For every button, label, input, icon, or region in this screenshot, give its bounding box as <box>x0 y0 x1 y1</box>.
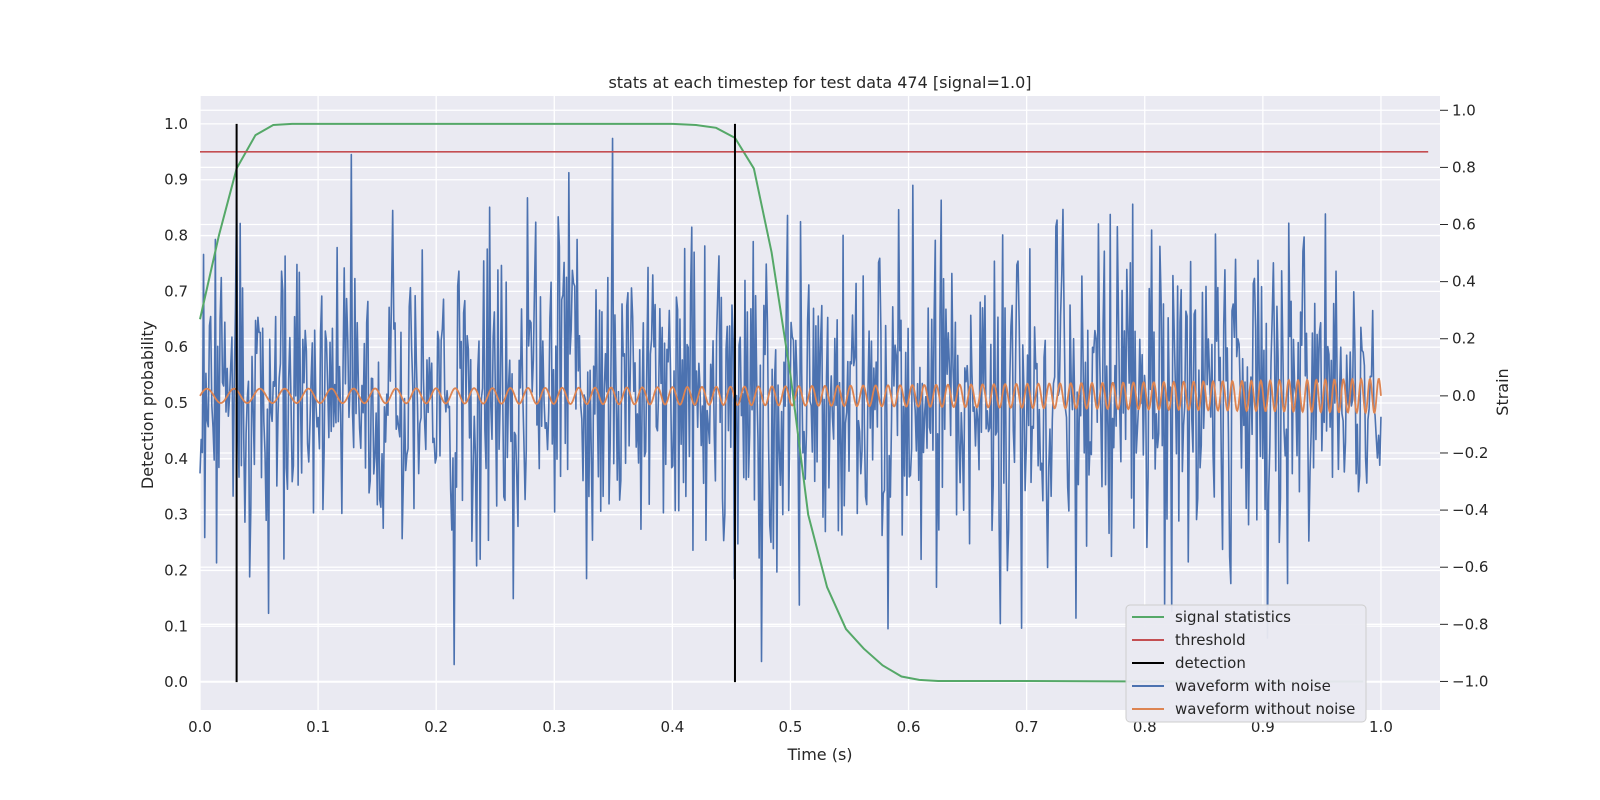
legend-item-waveform-with-noise: waveform with noise <box>1132 677 1331 695</box>
right-axis-ticks: −1.0 −0.8 −0.6 −0.4 −0.2 0.0 0.2 0.4 0.6 0.8 1.0 <box>1440 101 1488 690</box>
legend-box <box>1125 604 1367 723</box>
x-tick-label: 1.0 <box>1369 718 1393 736</box>
right-y-tick-label: 0.2 <box>1452 330 1476 348</box>
left-y-tick-label: 0.4 <box>164 450 188 468</box>
left-y-tick-label: 0.8 <box>164 227 188 245</box>
left-y-tick-label: 0.6 <box>164 338 188 356</box>
x-tick-label: 0.7 <box>1015 718 1039 736</box>
right-y-tick-label: 0.6 <box>1452 216 1476 234</box>
right-y-tick-label: 0.4 <box>1452 273 1476 291</box>
right-y-tick-label: 0.8 <box>1452 158 1476 176</box>
legend-label-waveform-without-noise: waveform without noise <box>1175 700 1355 718</box>
series-signal-statistics <box>199 122 1364 683</box>
right-axis-label: Strain <box>1493 368 1512 415</box>
x-tick-label: 0.2 <box>424 718 448 736</box>
left-y-tick-label: 0.7 <box>164 282 188 300</box>
x-tick-label: 0.6 <box>897 718 921 736</box>
x-tick-label: 0.4 <box>660 718 684 736</box>
left-y-tick-label: 0.3 <box>164 506 188 524</box>
legend-item-waveform-without-noise: waveform without noise <box>1132 700 1355 718</box>
right-y-tick-label: 0.0 <box>1452 387 1476 405</box>
right-y-tick-label: −0.8 <box>1452 615 1488 633</box>
x-axis-label: Time (s) <box>786 745 852 764</box>
x-tick-label: 0.1 <box>306 718 330 736</box>
legend-item-detection: detection <box>1132 654 1246 672</box>
legend-label-detection: detection <box>1175 654 1246 672</box>
left-y-tick-label: 0.1 <box>164 617 188 635</box>
right-y-tick-label: 1.0 <box>1452 101 1476 119</box>
right-y-tick-label: −0.2 <box>1452 444 1488 462</box>
right-y-tick-label: −0.4 <box>1452 501 1488 519</box>
right-y-tick-label: −0.6 <box>1452 558 1488 576</box>
legend-label-waveform-with-noise: waveform with noise <box>1175 677 1331 695</box>
x-tick-label: 0.5 <box>779 718 803 736</box>
left-y-tick-label: 0.9 <box>164 171 188 189</box>
legend: signal statistics threshold detection wa… <box>1125 604 1367 723</box>
x-tick-label: 0.3 <box>542 718 566 736</box>
legend-item-threshold: threshold <box>1132 631 1246 649</box>
chart-title: stats at each timestep for test data 474… <box>608 73 1031 92</box>
legend-label-threshold: threshold <box>1175 631 1246 649</box>
left-y-tick-label: 0.2 <box>164 561 188 579</box>
legend-label-signal-statistics: signal statistics <box>1175 608 1291 626</box>
right-y-tick-label: −1.0 <box>1452 672 1488 690</box>
x-tick-label: 0.0 <box>188 718 212 736</box>
legend-item-signal-statistics: signal statistics <box>1132 608 1291 626</box>
left-y-tick-label: 1.0 <box>164 115 188 133</box>
left-y-tick-label: 0.0 <box>164 673 188 691</box>
left-axis-ticks: 0.0 0.1 0.2 0.3 0.4 0.5 0.6 0.7 0.8 0.9 1.0 <box>164 115 188 691</box>
left-axis-label: Detection probability <box>138 321 157 489</box>
series-waveform-without-noise <box>199 377 1382 415</box>
series-layer <box>199 122 1429 683</box>
left-y-tick-label: 0.5 <box>164 394 188 412</box>
